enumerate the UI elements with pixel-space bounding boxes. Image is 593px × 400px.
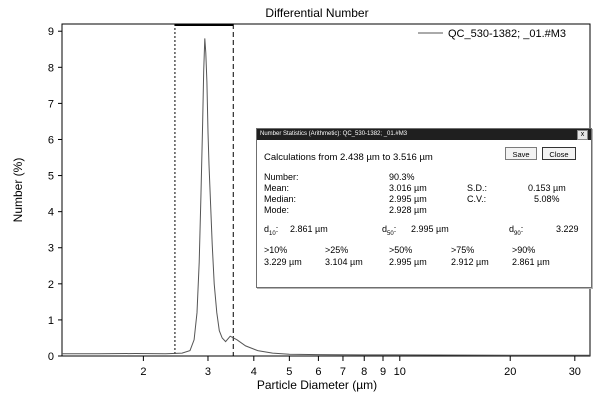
d10-label: d10: xyxy=(264,224,279,237)
y-tick-label: 8 xyxy=(48,62,54,74)
x-tick-label: 7 xyxy=(340,366,346,378)
close-icon[interactable]: x xyxy=(577,130,588,140)
x-tick-label: 5 xyxy=(286,366,292,378)
dialog-title: Number Statistics (Arithmetic): QC_530-1… xyxy=(260,131,408,137)
dialog-title-bar[interactable]: Number Statistics (Arithmetic): QC_530-1… xyxy=(257,129,591,140)
d50-value: 2.995 µm xyxy=(411,224,449,234)
series-line xyxy=(62,38,590,356)
percentile-label: >10% xyxy=(264,245,288,255)
calculation-range: Calculations from 2.438 µm to 3.516 µm xyxy=(264,152,433,163)
y-tick-label: 2 xyxy=(48,279,54,291)
median-value: 2.995 µm xyxy=(389,194,427,204)
cv-label: C.V.: xyxy=(467,194,487,204)
mode-label: Mode: xyxy=(264,205,290,215)
x-axis: 2 3 4 5 6 7 8 9 10 20 30 xyxy=(140,356,581,378)
close-button[interactable]: Close xyxy=(542,147,576,160)
y-tick-label: 0 xyxy=(48,351,54,363)
range-markers[interactable] xyxy=(174,24,234,356)
percentile-label: >75% xyxy=(451,245,475,255)
x-tick-label: 4 xyxy=(251,366,257,378)
legend-label: QC_530-1382; _01.#M3 xyxy=(448,28,566,40)
number-label: Number: xyxy=(264,172,299,182)
mode-value: 2.928 µm xyxy=(389,205,427,215)
series-layer xyxy=(62,38,590,356)
x-tick-label: 2 xyxy=(140,366,146,378)
x-tick-label: 30 xyxy=(569,366,581,378)
y-tick-label: 4 xyxy=(48,207,54,219)
x-tick-label: 6 xyxy=(315,366,321,378)
y-tick-label: 9 xyxy=(48,26,54,38)
y-tick-label: 6 xyxy=(48,134,54,146)
sd-label: S.D.: xyxy=(467,183,488,193)
y-tick-label: 5 xyxy=(48,171,54,183)
y-tick-label: 7 xyxy=(48,98,54,110)
d10-value: 2.861 µm xyxy=(290,224,328,234)
percentile-label: >25% xyxy=(325,245,349,255)
y-tick-label: 1 xyxy=(48,315,54,327)
mean-value: 3.016 µm xyxy=(389,183,427,193)
y-tick-label: 3 xyxy=(48,243,54,255)
percentile-value: 3.104 µm xyxy=(325,257,363,267)
number-statistics-dialog[interactable]: Number Statistics (Arithmetic): QC_530-1… xyxy=(256,128,592,288)
percentile-value: 2.995 µm xyxy=(389,257,427,267)
percentile-value: 3.229 µm xyxy=(264,257,302,267)
percentile-label: >90% xyxy=(512,245,536,255)
x-tick-label: 3 xyxy=(205,366,211,378)
percentile-label: >50% xyxy=(389,245,413,255)
legend: QC_530-1382; _01.#M3 xyxy=(418,28,566,40)
chart-title: Differential Number xyxy=(265,6,368,20)
median-label: Median: xyxy=(264,194,297,204)
y-axis-label: Number (%) xyxy=(11,158,25,223)
number-value: 90.3% xyxy=(389,172,415,182)
d90-value: 3.229 xyxy=(556,224,579,234)
x-axis-label: Particle Diameter (µm) xyxy=(257,378,377,392)
mean-label: Mean: xyxy=(264,183,290,193)
save-button[interactable]: Save xyxy=(505,147,537,160)
cv-value: 5.08% xyxy=(534,194,560,204)
x-tick-label: 9 xyxy=(380,366,386,378)
x-tick-label: 20 xyxy=(504,366,516,378)
percentile-value: 2.912 µm xyxy=(451,257,489,267)
d50-label: d50: xyxy=(382,224,397,237)
x-tick-label: 8 xyxy=(361,366,367,378)
sd-value: 0.153 µm xyxy=(528,183,566,193)
percentile-value: 2.861 µm xyxy=(512,257,550,267)
x-tick-label: 10 xyxy=(394,366,406,378)
d90-label: d90: xyxy=(509,224,524,237)
y-axis: 0 1 2 3 4 5 6 7 8 9 xyxy=(48,26,62,363)
